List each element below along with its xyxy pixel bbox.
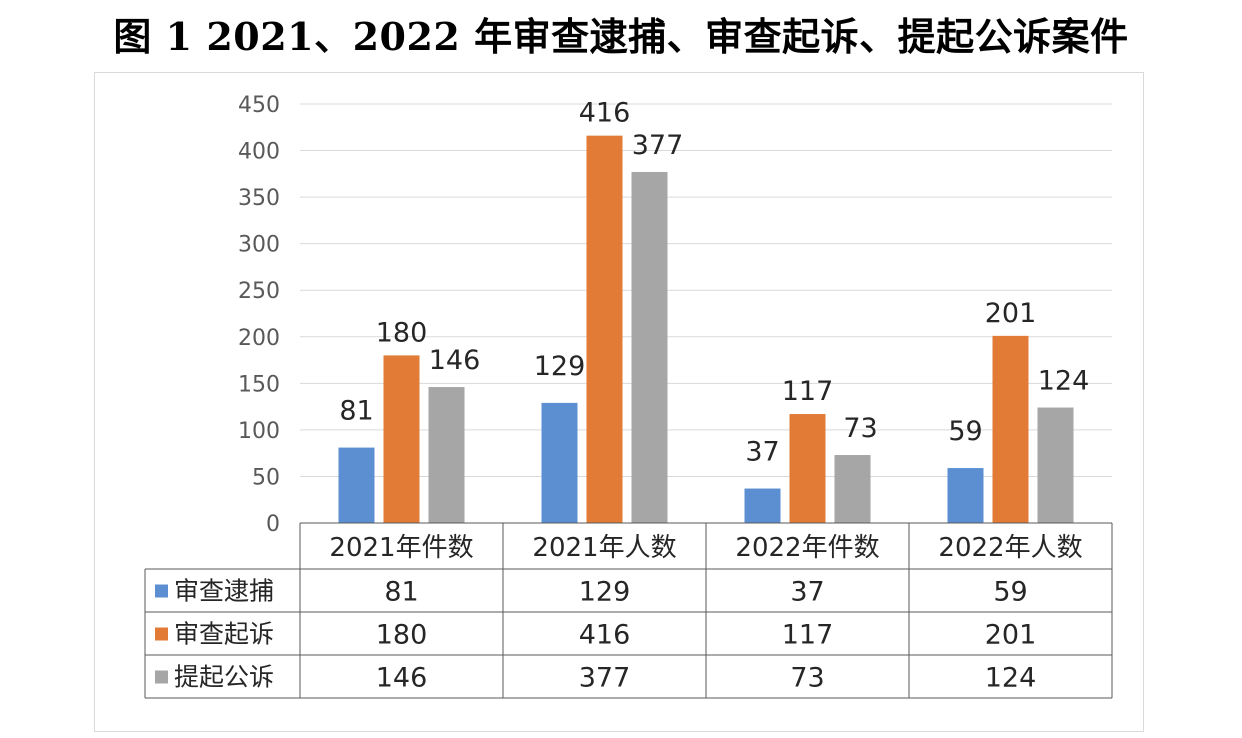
category-label: 2021年人数 xyxy=(532,533,676,563)
chart-frame xyxy=(94,72,1144,732)
category-label: 2021年件数 xyxy=(329,533,473,563)
data-label: 124 xyxy=(1038,366,1090,397)
y-tick-label: 150 xyxy=(238,372,280,397)
table-cell: 146 xyxy=(376,663,428,694)
data-label: 146 xyxy=(429,345,481,376)
y-tick-label: 400 xyxy=(238,140,280,165)
table-cell: 416 xyxy=(579,620,631,651)
legend-label: 提起公诉 xyxy=(174,663,274,692)
bar xyxy=(586,135,623,523)
data-label: 416 xyxy=(579,98,631,129)
bar xyxy=(383,355,420,523)
table-cell: 129 xyxy=(579,577,631,608)
table-cell: 73 xyxy=(790,663,824,694)
table-cell: 59 xyxy=(993,577,1027,608)
table-cell: 124 xyxy=(985,663,1037,694)
y-tick-label: 450 xyxy=(238,93,280,118)
y-tick-label: 50 xyxy=(252,465,280,490)
data-label: 377 xyxy=(632,130,684,161)
bar xyxy=(541,402,578,523)
y-tick-label: 0 xyxy=(266,512,280,537)
legend-swatch xyxy=(155,670,168,684)
bar xyxy=(947,468,984,523)
data-label: 201 xyxy=(985,298,1037,329)
data-label: 59 xyxy=(948,416,982,447)
data-label: 180 xyxy=(376,317,428,348)
y-tick-label: 300 xyxy=(238,233,280,258)
y-tick-label: 350 xyxy=(238,186,280,211)
legend-swatch xyxy=(155,584,168,598)
chart-title: 图 1 2021、2022 年审查逮捕、审查起诉、提起公诉案件 xyxy=(113,14,1129,59)
legend-swatch xyxy=(155,627,168,641)
bar xyxy=(338,447,375,523)
y-tick-label: 200 xyxy=(238,326,280,351)
y-tick-label: 100 xyxy=(238,419,280,444)
legend-label: 审查起诉 xyxy=(174,620,274,649)
bar xyxy=(428,387,465,523)
data-label: 129 xyxy=(534,351,586,382)
category-label: 2022年件数 xyxy=(735,533,879,563)
bar xyxy=(631,171,668,523)
table-cell: 117 xyxy=(782,620,834,651)
bar xyxy=(744,488,781,523)
category-label: 2022年人数 xyxy=(938,533,1082,563)
legend-label: 审查逮捕 xyxy=(174,577,274,606)
data-label: 37 xyxy=(745,437,779,468)
data-label: 117 xyxy=(782,376,834,407)
bar xyxy=(992,335,1029,523)
table-cell: 377 xyxy=(579,663,631,694)
table-cell: 81 xyxy=(384,577,418,608)
table-cell: 180 xyxy=(376,620,428,651)
table-cell: 37 xyxy=(790,577,824,608)
bar xyxy=(789,414,826,523)
bar xyxy=(1037,407,1074,523)
table-cell: 201 xyxy=(985,620,1037,651)
bar xyxy=(834,455,871,523)
data-label: 81 xyxy=(339,396,373,427)
data-label: 73 xyxy=(843,413,877,444)
y-tick-label: 250 xyxy=(238,279,280,304)
